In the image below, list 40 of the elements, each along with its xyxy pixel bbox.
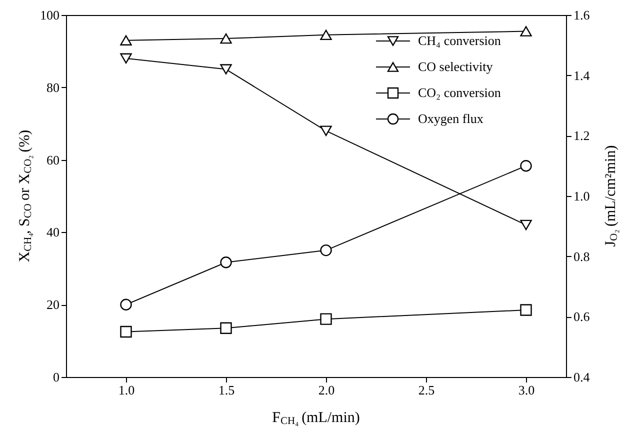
point <box>320 244 332 256</box>
legend-label: CO selectivity <box>418 59 494 74</box>
y2-tick-label: 0.8 <box>574 248 590 264</box>
y2-tick-label: 1.6 <box>574 8 590 22</box>
y-tick-label: 100 <box>40 8 60 22</box>
text: XCH₄, SCO or XCO₂ (%) <box>17 130 34 262</box>
y-tick-label: 20 <box>46 297 60 312</box>
point <box>520 220 532 230</box>
y2-tick-label: 1.4 <box>574 68 590 83</box>
point <box>220 322 232 334</box>
point <box>320 313 332 325</box>
point <box>220 64 232 74</box>
y-tick-label: 80 <box>46 80 60 95</box>
point <box>120 326 132 338</box>
x-tick-label: 1.0 <box>118 382 135 398</box>
y2-tick-label: 1.0 <box>574 188 590 204</box>
x-tick-label: 3.0 <box>518 382 535 398</box>
y-tick-label: 0 <box>53 370 60 384</box>
y2-tick-label: 0.4 <box>574 370 590 384</box>
legend-label: CH₄ conversion <box>418 33 502 48</box>
point <box>120 35 132 46</box>
legend-label: CO₂ conversion <box>418 85 502 100</box>
y-tick-label: 40 <box>46 224 60 240</box>
x-tick-label: 2.0 <box>318 382 335 398</box>
y2-tick-label: 0.6 <box>574 309 590 324</box>
y2-tick-label: 1.2 <box>574 128 590 144</box>
point <box>120 298 132 310</box>
point <box>320 30 332 40</box>
y-tick-label: 60 <box>46 152 60 168</box>
point <box>520 304 532 316</box>
legend-label: Oxygen flux <box>418 111 484 126</box>
y2-axis-title: JO₂ (mL/cm²min) <box>603 145 620 247</box>
point <box>120 53 132 64</box>
x-tick-label: 1.5 <box>218 382 235 398</box>
point <box>220 256 232 268</box>
point <box>320 126 332 136</box>
point <box>220 33 232 44</box>
x-tick-label: 2.5 <box>418 382 435 398</box>
point <box>520 160 532 172</box>
point <box>520 26 532 36</box>
